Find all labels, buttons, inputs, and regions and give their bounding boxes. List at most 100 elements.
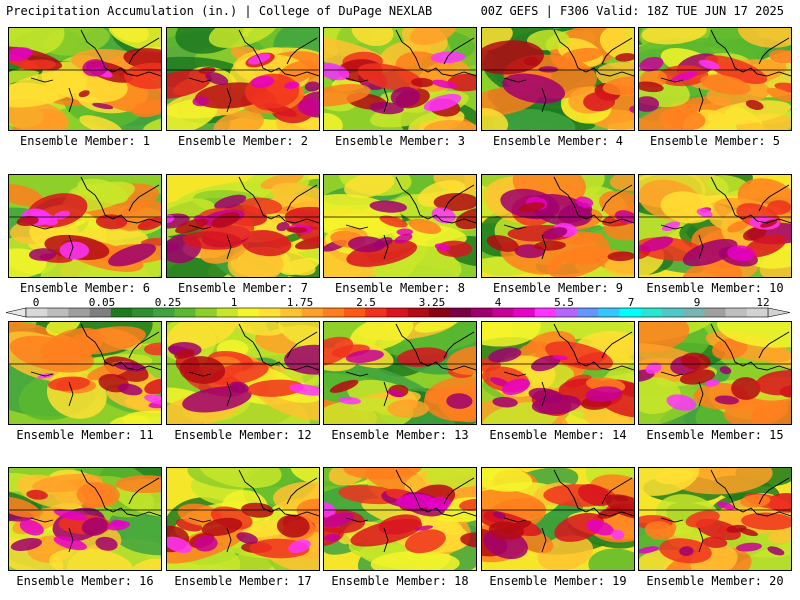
coastline (660, 176, 791, 260)
coastline (30, 323, 161, 407)
ensemble-member-map (166, 321, 320, 425)
coastline (188, 323, 319, 407)
precipitation-field (639, 322, 791, 424)
colorbar-swatch (47, 308, 69, 317)
colorbar-swatch (153, 308, 175, 317)
ensemble-member-map (166, 174, 320, 278)
coastline (503, 469, 634, 553)
ensemble-member-map (166, 467, 320, 571)
colorbar-swatch (619, 308, 642, 317)
ensemble-member-label: Ensemble Member: 12 (174, 428, 312, 442)
ensemble-member-label: Ensemble Member: 18 (331, 574, 469, 588)
colorbar-swatch (216, 308, 239, 317)
ensemble-member-map (8, 174, 162, 278)
coastline (660, 29, 791, 113)
ensemble-member-label: Ensemble Member: 17 (174, 574, 312, 588)
colorbar-swatch (238, 308, 260, 317)
colorbar-swatch (132, 308, 154, 317)
ensemble-member-label: Ensemble Member: 2 (177, 134, 309, 148)
ensemble-member-map (166, 27, 320, 131)
ensemble-member-label: Ensemble Member: 10 (646, 281, 784, 295)
colorbar-swatch (259, 308, 281, 317)
colorbar-swatch (725, 308, 748, 317)
coastline (188, 29, 319, 113)
colorbar-swatch (534, 308, 557, 317)
colorbar-swatch (407, 308, 430, 317)
ensemble-member-map (323, 321, 477, 425)
colorbar-tick-label: 3.25 (419, 296, 446, 309)
coastline (503, 29, 634, 113)
coastline (345, 176, 476, 260)
map-title: Precipitation Accumulation (in.) | Colle… (6, 4, 433, 18)
colorbar-swatch (513, 308, 536, 317)
colorbar-swatch (386, 308, 408, 317)
ensemble-member-map (481, 467, 635, 571)
precipitation-field (167, 28, 319, 130)
ensemble-member-map (323, 27, 477, 131)
colorbar-tick-label: 9 (694, 296, 701, 309)
colorbar-swatch (195, 308, 218, 317)
precipitation-field (482, 28, 634, 130)
precipitation-field (482, 322, 634, 424)
ensemble-member-label: Ensemble Member: 15 (646, 428, 784, 442)
ensemble-member-map (481, 174, 635, 278)
coastline (30, 469, 161, 553)
colorbar-tick-label: 5.5 (554, 296, 574, 309)
colorbar-swatch (577, 308, 599, 317)
coastline (660, 323, 791, 407)
ensemble-member-map (638, 467, 792, 571)
colorbar-tick-label: 0 (33, 296, 40, 309)
coastline (503, 176, 634, 260)
coastline (345, 469, 476, 553)
precipitation-field (639, 175, 791, 277)
ensemble-member-map (481, 321, 635, 425)
colorbar-min-arrow (5, 307, 27, 318)
ensemble-member-map (638, 321, 792, 425)
colorbar-tick-label: 7 (628, 296, 635, 309)
colorbar-swatch (471, 308, 493, 317)
colorbar-swatch (450, 308, 472, 317)
coastline (345, 323, 476, 407)
ensemble-member-map (323, 174, 477, 278)
colorbar-tick-label: 1 (231, 296, 238, 309)
ensemble-member-label: Ensemble Member: 13 (331, 428, 469, 442)
colorbar-swatch (280, 308, 302, 317)
colorbar-swatch (68, 308, 90, 317)
ensemble-member-label: Ensemble Member: 9 (492, 281, 624, 295)
colorbar-tick-label: 0.25 (155, 296, 182, 309)
colorbar-tick-label: 12 (756, 296, 769, 309)
colorbar-swatch (428, 308, 451, 317)
ensemble-member-map (638, 27, 792, 131)
ensemble-member-map (638, 174, 792, 278)
ensemble-member-label: Ensemble Member: 19 (489, 574, 627, 588)
colorbar-swatch (322, 308, 345, 317)
precipitation-field (167, 468, 319, 570)
colorbar-swatch (110, 308, 133, 317)
colorbar-swatch (365, 308, 387, 317)
ensemble-member-label: Ensemble Member: 11 (16, 428, 154, 442)
coastline (660, 469, 791, 553)
precipitation-field (639, 468, 791, 570)
colorbar-swatch (344, 308, 366, 317)
precipitation-field (9, 28, 161, 130)
colorbar-swatch (598, 308, 620, 317)
ensemble-member-label: Ensemble Member: 14 (489, 428, 627, 442)
ensemble-member-label: Ensemble Member: 3 (334, 134, 466, 148)
colorbar-tick-label: 0.05 (89, 296, 116, 309)
ensemble-member-label: Ensemble Member: 1 (19, 134, 151, 148)
colorbar-swatch (89, 308, 112, 317)
colorbar-swatch (492, 308, 514, 317)
precipitation-field (9, 175, 161, 277)
ensemble-member-map (481, 27, 635, 131)
precipitation-colorbar: 0 0.05 0.25 1 1.75 2.5 3.25 4 5.5 7 9 12 (5, 296, 791, 318)
coastline (188, 176, 319, 260)
ensemble-member-label: Ensemble Member: 16 (16, 574, 154, 588)
colorbar-tick-label: 1.75 (287, 296, 314, 309)
precipitation-field (324, 468, 476, 570)
precipitation-field (639, 28, 791, 130)
precipitation-field (9, 468, 161, 570)
precipitation-field (324, 28, 476, 130)
colorbar-swatch (556, 308, 578, 317)
coastline (188, 469, 319, 553)
colorbar-swatch (26, 308, 48, 317)
